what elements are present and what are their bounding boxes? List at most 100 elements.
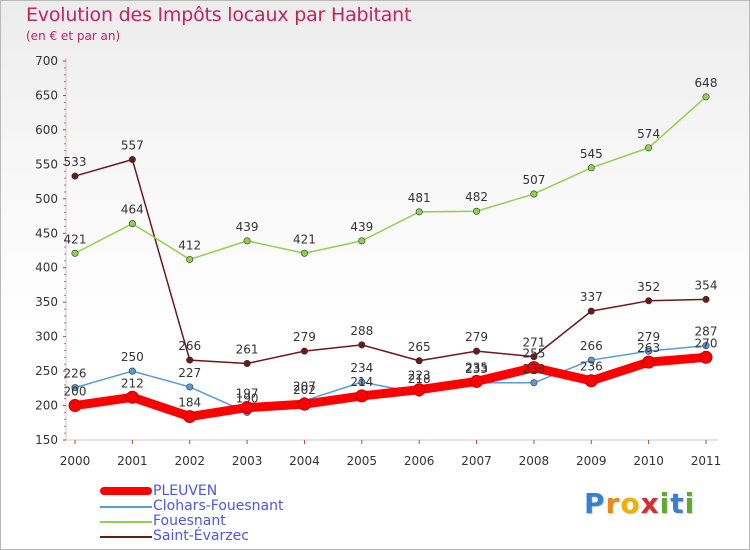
y-tick-label: 550 xyxy=(35,157,58,171)
data-point xyxy=(473,207,481,215)
data-point xyxy=(415,208,423,216)
data-point xyxy=(300,249,308,257)
x-tick-label: 2011 xyxy=(691,454,722,468)
data-point xyxy=(642,355,656,369)
logo-letter: P xyxy=(584,487,606,520)
data-point xyxy=(473,347,481,355)
y-tick-label: 150 xyxy=(35,433,58,447)
x-tick-label: 2002 xyxy=(174,454,205,468)
data-point xyxy=(584,374,598,388)
data-label: 197 xyxy=(236,387,259,401)
data-label: 279 xyxy=(465,330,488,344)
data-point xyxy=(702,93,710,101)
x-tick-label: 2003 xyxy=(232,454,263,468)
series-lines xyxy=(70,96,711,422)
data-point xyxy=(358,378,366,386)
logo-letter: r xyxy=(605,487,621,520)
data-label: 279 xyxy=(293,330,316,344)
data-point xyxy=(355,389,369,403)
data-point xyxy=(300,347,308,355)
data-label: 288 xyxy=(350,324,373,338)
data-point xyxy=(645,347,653,355)
y-tick-label: 450 xyxy=(35,226,58,240)
x-tick-label: 2004 xyxy=(289,454,320,468)
data-point xyxy=(68,399,82,413)
y-tick-label: 400 xyxy=(35,261,58,275)
data-label: 481 xyxy=(408,191,431,205)
data-label: 202 xyxy=(293,383,316,397)
data-point xyxy=(240,401,254,415)
x-tick-label: 2006 xyxy=(404,454,435,468)
data-label: 250 xyxy=(121,350,144,364)
plot-area xyxy=(65,58,718,441)
y-tick-label: 300 xyxy=(35,330,58,344)
data-label: 184 xyxy=(178,396,201,410)
data-point xyxy=(587,164,595,172)
data-label: 212 xyxy=(121,376,144,390)
data-label: 439 xyxy=(350,220,373,234)
x-tick-label: 2001 xyxy=(117,454,148,468)
data-point xyxy=(297,397,311,411)
data-point xyxy=(530,190,538,198)
data-label: 439 xyxy=(236,220,259,234)
data-label: 200 xyxy=(64,385,87,399)
data-point xyxy=(702,295,710,303)
logo-letter: i xyxy=(684,487,696,520)
proxiti-logo: Proxiti xyxy=(584,487,695,520)
data-label: 207 xyxy=(293,380,316,394)
data-point xyxy=(186,356,194,364)
y-tick-label: 200 xyxy=(35,399,58,413)
y-tick-label: 250 xyxy=(35,364,58,378)
data-point xyxy=(128,220,136,228)
legend-label: Saint-Évarzec xyxy=(153,528,249,544)
legend-label: Fouesnant xyxy=(153,513,226,529)
y-tick-label: 600 xyxy=(35,123,58,137)
data-label: 279 xyxy=(637,330,660,344)
data-label: 190 xyxy=(236,391,259,405)
series-line-pleuven xyxy=(70,352,711,422)
y-tick-label: 700 xyxy=(35,54,58,68)
data-label: 421 xyxy=(64,232,87,246)
data-label: 266 xyxy=(580,339,603,353)
data-point xyxy=(186,255,194,263)
x-tick-label: 2000 xyxy=(60,454,91,468)
data-point xyxy=(183,410,197,424)
data-label: 507 xyxy=(522,173,545,187)
data-label: 226 xyxy=(64,367,87,381)
series-line-clohars-fouesnant xyxy=(74,344,707,414)
data-point xyxy=(128,367,136,375)
x-tick-label: 2005 xyxy=(347,454,378,468)
data-point xyxy=(530,379,538,387)
legend-swatch-fouesnant xyxy=(100,521,152,523)
data-point xyxy=(128,156,136,164)
data-label: 266 xyxy=(178,339,201,353)
data-point xyxy=(412,383,426,397)
series-line-saint-évarzec xyxy=(74,158,707,365)
logo-letter: i xyxy=(659,487,671,520)
y-tick-label: 500 xyxy=(35,192,58,206)
data-label: 233 xyxy=(465,362,488,376)
data-label: 574 xyxy=(637,127,660,141)
x-tick-label: 2009 xyxy=(576,454,607,468)
data-point xyxy=(358,237,366,245)
logo-letter: t xyxy=(670,487,685,520)
data-point xyxy=(71,172,79,180)
data-label: 270 xyxy=(695,336,718,350)
data-label: 354 xyxy=(695,278,718,292)
data-label: 337 xyxy=(580,290,603,304)
data-point xyxy=(470,374,484,388)
data-point xyxy=(125,390,139,404)
legend-label: PLEUVEN xyxy=(153,483,218,499)
data-label: 223 xyxy=(408,369,431,383)
logo-letter: x xyxy=(640,487,660,520)
data-point xyxy=(71,249,79,257)
data-label: 412 xyxy=(178,238,201,252)
data-point xyxy=(587,356,595,364)
y-axis-ticks: 150 200 250 300 350 400 450 500 550 600 650 700 xyxy=(35,54,66,447)
data-point xyxy=(645,297,653,305)
series-line-fouesnant xyxy=(74,96,707,261)
y-tick-label: 350 xyxy=(35,295,58,309)
data-label: 234 xyxy=(350,361,373,375)
